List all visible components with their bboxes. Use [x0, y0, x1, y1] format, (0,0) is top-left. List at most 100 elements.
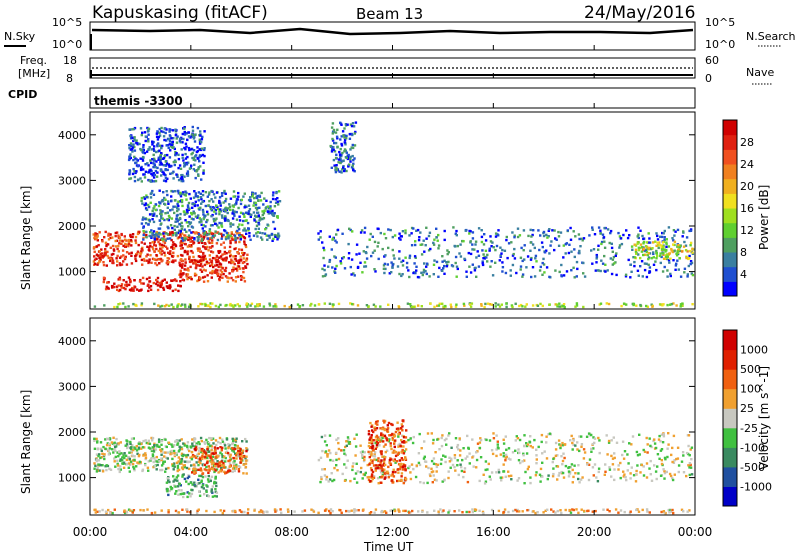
- scatter-cell: [179, 229, 182, 233]
- scatter-cell: [167, 511, 170, 514]
- scatter-cell: [394, 439, 397, 442]
- scatter-cell: [439, 462, 443, 466]
- scatter-cell: [199, 206, 202, 209]
- scatter-cell: [310, 302, 313, 306]
- scatter-cell: [601, 233, 605, 236]
- scatter-cell: [110, 253, 114, 256]
- scatter-cell: [507, 447, 511, 450]
- scatter-cell: [240, 455, 244, 458]
- scatter-cell: [605, 302, 608, 305]
- scatter-cell: [564, 243, 567, 246]
- scatter-cell: [234, 240, 237, 243]
- scatter-cell: [92, 260, 96, 263]
- scatter-cell: [372, 454, 375, 458]
- scatter-cell: [239, 211, 243, 214]
- scatter-cell: [155, 460, 158, 463]
- scatter-cell: [229, 302, 232, 306]
- scatter-cell: [656, 241, 659, 244]
- scatter-cell: [183, 131, 186, 134]
- scatter-cell: [149, 288, 153, 291]
- scatter-cell: [339, 121, 342, 124]
- scatter-cell: [227, 207, 230, 210]
- scatter-cell: [151, 245, 154, 249]
- scatter-cell: [659, 261, 662, 265]
- scatter-cell: [169, 452, 172, 456]
- scatter-cell: [638, 433, 641, 436]
- scatter-cell: [138, 442, 141, 446]
- colorbar-segment: [723, 193, 737, 209]
- scatter-cell: [116, 462, 119, 466]
- scatter-cell: [489, 478, 492, 481]
- scatter-cell: [159, 233, 162, 236]
- scatter-cell: [649, 247, 653, 251]
- scatter-cell: [538, 248, 541, 252]
- scatter-cell: [101, 470, 105, 473]
- scatter-cell: [163, 138, 166, 142]
- scatter-cell: [216, 264, 219, 267]
- scatter-cell: [403, 441, 406, 444]
- scatter-cell: [554, 237, 557, 240]
- scatter-cell: [221, 440, 225, 443]
- scatter-cell: [400, 457, 403, 460]
- scatter-cell: [541, 304, 544, 308]
- scatter-cell: [367, 305, 370, 308]
- scatter-cell: [393, 434, 397, 437]
- scatter-cell: [577, 472, 580, 475]
- scatter-cell: [328, 302, 332, 305]
- scatter-cell: [198, 154, 202, 157]
- scatter-cell: [440, 269, 444, 272]
- scatter-cell: [323, 509, 327, 512]
- scatter-cell: [456, 443, 460, 447]
- scatter-cell: [194, 194, 197, 197]
- scatter-cell: [93, 258, 97, 261]
- scatter-cell: [245, 455, 248, 458]
- scatter-cell: [142, 146, 145, 149]
- scatter-cell: [192, 262, 195, 265]
- scatter-cell: [105, 285, 108, 288]
- scatter-cell: [627, 462, 630, 465]
- scatter-cell: [159, 257, 162, 261]
- scatter-cell: [541, 245, 544, 249]
- scatter-cell: [130, 251, 133, 254]
- scatter-cell: [185, 212, 188, 215]
- scatter-cell: [151, 174, 154, 177]
- scatter-cell: [169, 485, 172, 489]
- scatter-cell: [167, 200, 170, 203]
- scatter-cell: [149, 196, 153, 199]
- scatter-cell: [535, 260, 538, 263]
- scatter-cell: [201, 237, 204, 241]
- scatter-cell: [191, 251, 194, 254]
- scatter-cell: [569, 439, 572, 442]
- scatter-cell: [229, 255, 232, 258]
- scatter-cell: [179, 200, 182, 203]
- scatter-cell: [629, 510, 632, 513]
- scatter-cell: [140, 282, 143, 285]
- scatter-cell: [345, 134, 348, 138]
- scatter-cell: [453, 465, 456, 469]
- scatter-cell: [645, 508, 649, 511]
- scatter-cell: [123, 511, 127, 515]
- scatter-cell: [203, 441, 206, 444]
- scatter-cell: [178, 482, 181, 486]
- scatter-cell: [127, 244, 130, 248]
- scatter-cell: [599, 269, 602, 273]
- scatter-cell: [276, 197, 279, 200]
- scatter-cell: [168, 233, 171, 236]
- scatter-cell: [680, 508, 684, 511]
- scatter-cell: [322, 256, 325, 260]
- scatter-cell: [624, 476, 627, 479]
- scatter-cell: [558, 302, 561, 305]
- scatter-cell: [171, 259, 175, 262]
- scatter-cell: [176, 220, 179, 223]
- scatter-cell: [607, 441, 611, 444]
- scatter-cell: [479, 438, 483, 442]
- scatter-cell: [330, 248, 333, 251]
- scatter-cell: [160, 243, 164, 247]
- scatter-cell: [185, 161, 188, 165]
- scatter-cell: [116, 459, 119, 462]
- scatter-cell: [545, 441, 548, 444]
- scatter-cell: [229, 234, 232, 237]
- scatter-cell: [666, 269, 669, 272]
- scatter-cell: [200, 450, 203, 454]
- scatter-cell: [206, 478, 210, 481]
